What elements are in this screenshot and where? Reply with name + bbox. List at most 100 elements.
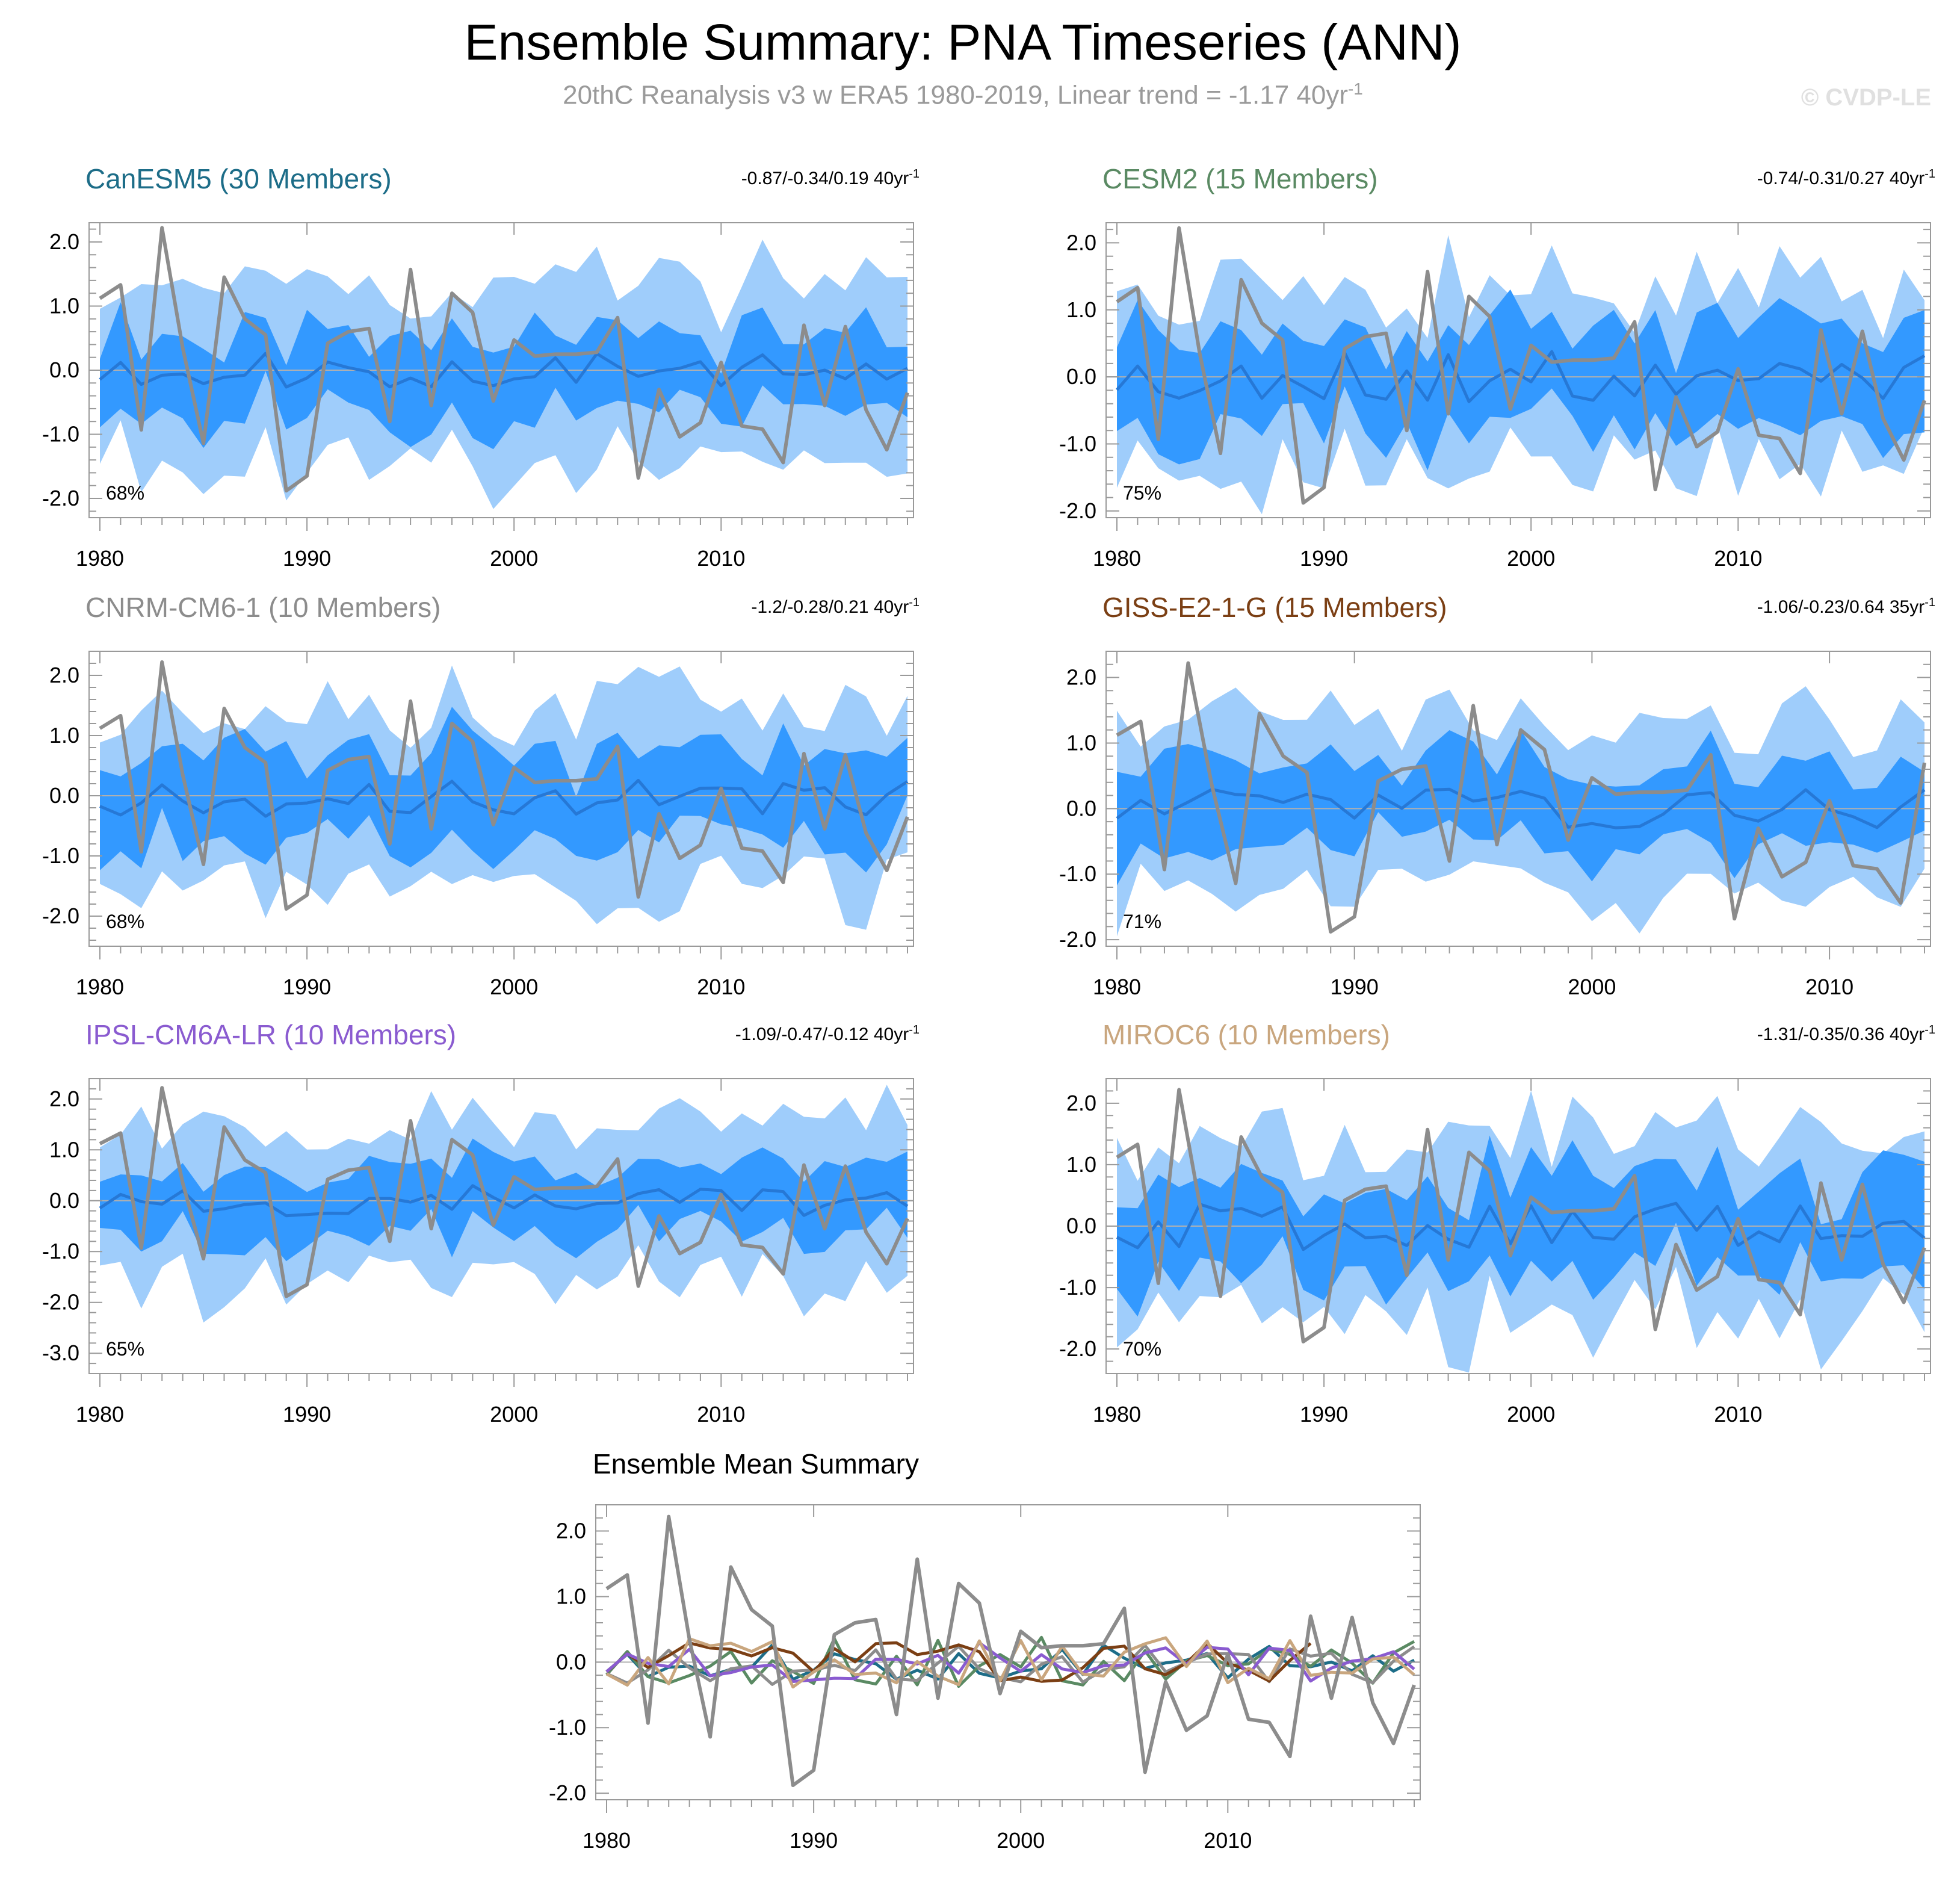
- panel-5-svg: 2.0 1.0 0.0 -1.0 -2.0 1980 1990 2000 2010 70%: [1059, 1078, 1931, 1427]
- x-tick-label: 2000: [1507, 546, 1555, 571]
- x-tick-label: 1980: [76, 1402, 124, 1427]
- y-tick-label: 0.0: [1066, 796, 1096, 820]
- y-tick-label: 2.0: [49, 229, 79, 254]
- y-tick-label: 2.0: [49, 663, 79, 687]
- percent-label: 68%: [106, 911, 144, 932]
- subtitle-sup: -1: [1347, 79, 1363, 98]
- panel-title-4: IPSL-CM6A-LR (10 Members): [85, 1019, 457, 1050]
- y-tick-label: -1.0: [42, 1239, 79, 1263]
- panel-trend-text-5: -1.31/-0.35/0.36 40yr: [1757, 1024, 1925, 1044]
- x-tick-label: 1980: [583, 1828, 631, 1853]
- y-tick-label: -2.0: [42, 903, 79, 928]
- x-tick-label: 2010: [697, 1402, 745, 1427]
- x-tick-label: 1990: [283, 546, 331, 571]
- y-tick-label: 2.0: [1066, 230, 1096, 255]
- subtitle: 20thC Reanalysis v3 w ERA5 1980-2019, Li…: [0, 79, 1926, 111]
- panel-title-2: CNRM-CM6-1 (10 Members): [85, 592, 441, 623]
- x-tick-label: 2000: [1568, 975, 1616, 999]
- panel-trend-3: -1.06/-0.23/0.64 35yr-1: [1757, 596, 1935, 618]
- panel-trend-5: -1.31/-0.35/0.36 40yr-1: [1757, 1023, 1935, 1045]
- x-tick-label: 1990: [1300, 546, 1348, 571]
- y-tick-label: -1.0: [1059, 861, 1096, 886]
- panel-trend-text-1: -0.74/-0.31/0.27 40yr: [1757, 169, 1925, 188]
- panel-6-svg: 2.0 1.0 0.0 -1.0 -2.0 1980 1990 2000 2010: [549, 1504, 1421, 1853]
- x-tick-label: 2000: [1507, 1402, 1555, 1427]
- x-tick-label: 2010: [1805, 975, 1853, 999]
- y-tick-label: 0.0: [49, 358, 79, 382]
- watermark: © CVDP-LE: [1801, 84, 1931, 111]
- panel-3-svg: 2.0 1.0 0.0 -1.0 -2.0 1980 1990 2000 2010 71%: [1059, 651, 1931, 999]
- observations-line: [605, 1514, 1416, 1787]
- panel-trend-2: -1.2/-0.28/0.21 40yr-1: [751, 596, 920, 618]
- observations-line: [99, 660, 909, 911]
- x-tick-label: 1990: [1331, 975, 1379, 999]
- panel-title-0: CanESM5 (30 Members): [85, 163, 392, 194]
- observations-line: [1116, 1088, 1926, 1343]
- panel-1-svg: 2.0 1.0 0.0 -1.0 -2.0 1980 1990 2000 2010 75%: [1059, 222, 1931, 571]
- y-tick-label: -1.0: [1059, 1275, 1096, 1300]
- x-tick-label: 2010: [1714, 1402, 1762, 1427]
- subtitle-text: 20thC Reanalysis v3 w ERA5 1980-2019, Li…: [563, 80, 1348, 110]
- panel-title-6: Ensemble Mean Summary: [593, 1448, 919, 1480]
- panel-2-svg: 2.0 1.0 0.0 -1.0 -2.0 1980 1990 2000 2010 68%: [42, 651, 914, 999]
- ensemble-mean-line: [99, 352, 909, 389]
- ensemble-mean-line: [99, 779, 909, 818]
- y-tick-label: 0.0: [556, 1649, 586, 1674]
- y-tick-label: 1.0: [49, 1137, 79, 1162]
- x-tick-label: 1990: [283, 975, 331, 999]
- plot-frame: [1105, 222, 1931, 518]
- x-tick-label: 2010: [1714, 546, 1762, 571]
- percent-label: 71%: [1123, 911, 1161, 932]
- plot-frame: [88, 1078, 914, 1374]
- y-tick-label: -1.0: [1059, 432, 1096, 456]
- panel-0-svg: 2.0 1.0 0.0 -1.0 -2.0 1980 1990 2000 2010 68%: [42, 222, 914, 571]
- panel-trend-sup-0: -1: [909, 167, 920, 181]
- y-tick-label: 1.0: [1066, 730, 1096, 755]
- x-tick-label: 2010: [1204, 1828, 1252, 1853]
- y-tick-label: 1.0: [49, 293, 79, 318]
- y-tick-label: 1.0: [1066, 1152, 1096, 1177]
- panel-title-5: MIROC6 (10 Members): [1102, 1019, 1390, 1050]
- x-tick-label: 2000: [490, 546, 538, 571]
- y-tick-label: 0.0: [1066, 364, 1096, 389]
- observations-line: [1116, 661, 1926, 934]
- y-tick-label: -2.0: [42, 486, 79, 510]
- panel-trend-4: -1.09/-0.47/-0.12 40yr-1: [735, 1023, 920, 1045]
- x-tick-label: 1980: [1093, 975, 1141, 999]
- x-tick-label: 2010: [697, 546, 745, 571]
- y-tick-label: 2.0: [1066, 665, 1096, 690]
- panel-trend-sup-5: -1: [1924, 1023, 1935, 1037]
- x-tick-label: 2000: [490, 975, 538, 999]
- x-tick-label: 1980: [76, 546, 124, 571]
- percent-label: 70%: [1123, 1338, 1161, 1360]
- x-tick-label: 1990: [790, 1828, 838, 1853]
- y-tick-label: -1.0: [549, 1715, 586, 1740]
- x-tick-label: 1990: [283, 1402, 331, 1427]
- panel-trend-text-4: -1.09/-0.47/-0.12 40yr: [735, 1024, 909, 1044]
- panel-title-3: GISS-E2-1-G (15 Members): [1102, 592, 1447, 623]
- plot-frame: [1105, 651, 1931, 947]
- x-tick-label: 1980: [76, 975, 124, 999]
- panel-trend-0: -0.87/-0.34/0.19 40yr-1: [741, 167, 920, 189]
- y-tick-label: 0.0: [1066, 1213, 1096, 1238]
- panel-title-1: CESM2 (15 Members): [1102, 163, 1378, 194]
- x-tick-label: 1980: [1093, 1402, 1141, 1427]
- x-tick-label: 2000: [997, 1828, 1045, 1853]
- y-tick-label: 0.0: [49, 1188, 79, 1213]
- y-tick-label: -2.0: [1059, 927, 1096, 952]
- y-tick-label: 1.0: [49, 723, 79, 748]
- percent-label: 68%: [106, 482, 144, 504]
- panel-trend-sup-3: -1: [1924, 596, 1935, 609]
- y-tick-label: -1.0: [42, 843, 79, 868]
- inner-range-band: [100, 707, 907, 873]
- y-tick-label: 0.0: [49, 783, 79, 808]
- x-tick-label: 1980: [1093, 546, 1141, 571]
- y-tick-label: -2.0: [1059, 498, 1096, 523]
- y-tick-label: -3.0: [42, 1340, 79, 1365]
- observations-line: [99, 226, 909, 493]
- y-tick-label: 1.0: [556, 1584, 586, 1608]
- main-title: Ensemble Summary: PNA Timeseries (ANN): [464, 14, 1462, 70]
- x-tick-label: 2000: [490, 1402, 538, 1427]
- y-tick-label: 2.0: [556, 1519, 586, 1543]
- x-tick-label: 1990: [1300, 1402, 1348, 1427]
